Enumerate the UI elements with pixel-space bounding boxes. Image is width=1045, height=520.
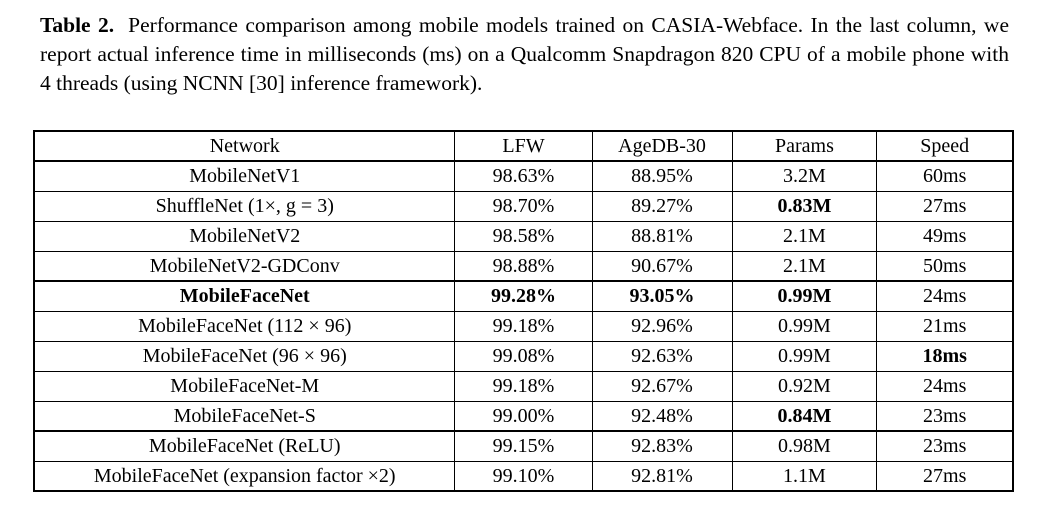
table-row: ShuffleNet (1×, g = 3) 98.70% 89.27% 0.83M 2… [33, 190, 1014, 222]
agedb-cell: 89.27% [591, 190, 733, 222]
header-row: Network LFW AgeDB-30 Params Speed [33, 130, 1014, 162]
network-cell: MobileNetV2-GDConv [33, 250, 456, 282]
speed-cell: 27ms [876, 190, 1014, 222]
table-row: MobileFaceNet (112 × 96) 99.18% 92.96% 0.99… [33, 310, 1014, 342]
lfw-cell: 99.10% [454, 460, 593, 492]
speed-cell: 24ms [876, 280, 1014, 312]
speed-cell: 60ms [876, 160, 1014, 192]
table-row: MobileFaceNet 99.28% 93.05% 0.99M 24ms [33, 280, 1014, 312]
table-row: MobileFaceNet (expansion factor ×2) 99.10… [33, 460, 1014, 492]
agedb-cell: 92.48% [591, 400, 733, 432]
column-header-speed: Speed [876, 130, 1014, 162]
table-row: MobileNetV2-GDConv 98.88% 90.67% 2.1M 50ms [33, 250, 1014, 282]
speed-cell: 23ms [876, 400, 1014, 432]
column-header-network: Network [33, 130, 456, 162]
table-caption-text: Performance comparison among mobile mode… [40, 13, 1009, 95]
params-cell: 2.1M [731, 250, 878, 282]
network-cell: MobileFaceNet-S [33, 400, 456, 432]
lfw-cell: 98.88% [454, 250, 593, 282]
network-cell: MobileFaceNet-M [33, 370, 456, 402]
column-header-params: Params [731, 130, 878, 162]
table-row: MobileFaceNet (96 × 96) 99.08% 92.63% 0.99M… [33, 340, 1014, 372]
network-cell: MobileFaceNet (ReLU) [33, 430, 456, 462]
agedb-cell: 92.67% [591, 370, 733, 402]
network-cell: ShuffleNet (1×, g = 3) [33, 190, 456, 222]
network-cell: MobileFaceNet (112 × 96) [33, 310, 456, 342]
table-row: MobileNetV1 98.63% 88.95% 3.2M 60ms [33, 160, 1014, 192]
params-cell: 2.1M [731, 220, 878, 252]
agedb-cell: 92.96% [591, 310, 733, 342]
lfw-cell: 99.00% [454, 400, 593, 432]
agedb-cell: 88.95% [591, 160, 733, 192]
table-caption-label: Table 2. [40, 13, 115, 37]
params-cell: 0.98M [731, 430, 878, 462]
column-header-agedb: AgeDB-30 [591, 130, 733, 162]
performance-table: Network LFW AgeDB-30 Params Speed Mobile… [33, 130, 1014, 492]
table-row: MobileNetV2 98.58% 88.81% 2.1M 49ms [33, 220, 1014, 252]
lfw-cell: 98.70% [454, 190, 593, 222]
speed-cell: 21ms [876, 310, 1014, 342]
table-caption: Table 2. Performance comparison among mob… [40, 11, 1009, 98]
table-header: Network LFW AgeDB-30 Params Speed [33, 130, 1014, 162]
params-cell: 0.99M [731, 310, 878, 342]
speed-cell: 23ms [876, 430, 1014, 462]
agedb-cell: 92.63% [591, 340, 733, 372]
params-cell: 0.99M [731, 280, 878, 312]
table-row: MobileFaceNet-M 99.18% 92.67% 0.92M 24ms [33, 370, 1014, 402]
table-body: MobileNetV1 98.63% 88.95% 3.2M 60ms ShuffleNe… [33, 160, 1014, 492]
params-cell: 0.84M [731, 400, 878, 432]
network-cell: MobileNetV1 [33, 160, 456, 192]
params-cell: 0.99M [731, 340, 878, 372]
network-cell: MobileNetV2 [33, 220, 456, 252]
speed-cell: 50ms [876, 250, 1014, 282]
agedb-cell: 90.67% [591, 250, 733, 282]
lfw-cell: 99.18% [454, 370, 593, 402]
agedb-cell: 93.05% [591, 280, 733, 312]
lfw-cell: 99.08% [454, 340, 593, 372]
params-cell: 0.83M [731, 190, 878, 222]
lfw-cell: 99.15% [454, 430, 593, 462]
params-cell: 0.92M [731, 370, 878, 402]
params-cell: 1.1M [731, 460, 878, 492]
network-cell: MobileFaceNet [33, 280, 456, 312]
speed-cell: 49ms [876, 220, 1014, 252]
agedb-cell: 92.81% [591, 460, 733, 492]
lfw-cell: 98.63% [454, 160, 593, 192]
lfw-cell: 99.28% [454, 280, 593, 312]
speed-cell: 18ms [876, 340, 1014, 372]
speed-cell: 27ms [876, 460, 1014, 492]
lfw-cell: 99.18% [454, 310, 593, 342]
table-row: MobileFaceNet (ReLU) 99.15% 92.83% 0.98M 23m… [33, 430, 1014, 462]
agedb-cell: 92.83% [591, 430, 733, 462]
column-header-lfw: LFW [454, 130, 593, 162]
network-cell: MobileFaceNet (96 × 96) [33, 340, 456, 372]
table-row: MobileFaceNet-S 99.00% 92.48% 0.84M 23ms [33, 400, 1014, 432]
speed-cell: 24ms [876, 370, 1014, 402]
network-cell: MobileFaceNet (expansion factor ×2) [33, 460, 456, 492]
agedb-cell: 88.81% [591, 220, 733, 252]
params-cell: 3.2M [731, 160, 878, 192]
lfw-cell: 98.58% [454, 220, 593, 252]
